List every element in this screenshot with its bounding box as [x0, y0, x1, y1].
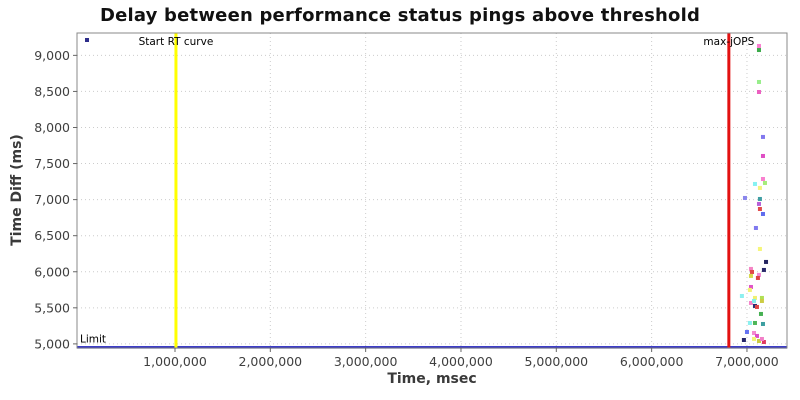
data-point [750, 269, 755, 274]
data-point [756, 272, 761, 277]
data-point [752, 181, 757, 186]
y-tick-label: 7,500 [34, 156, 70, 171]
data-point [757, 207, 762, 212]
x-tick-label: 5,000,000 [524, 354, 588, 369]
data-point [760, 134, 765, 139]
data-point [758, 311, 763, 316]
data-point [756, 48, 761, 53]
data-point [752, 298, 757, 303]
data-point [762, 180, 767, 185]
data-point [748, 300, 753, 305]
plot-border [76, 32, 788, 349]
y-tick-label: 5,500 [34, 300, 70, 315]
x-axis-ticks: 1,000,000 2,000,000 3,000,000 4,000,000 5,00… [143, 348, 779, 369]
data-point [760, 176, 765, 181]
annotation-label: max-jOPS [703, 36, 754, 48]
data-point [748, 284, 753, 289]
y-tick-label: 6,500 [34, 228, 70, 243]
y-tick-label: 9,000 [34, 48, 70, 63]
gridlines [77, 33, 787, 348]
data-point [752, 320, 757, 325]
x-tick-label: 6,000,000 [620, 354, 684, 369]
y-tick-label: 5,000 [34, 336, 70, 351]
data-point [754, 304, 759, 309]
data-point [755, 275, 760, 280]
data-point [744, 329, 749, 334]
data-point [759, 336, 764, 341]
data-point [759, 295, 764, 300]
x-axis-title: Time, msec [387, 371, 477, 387]
data-point [752, 336, 757, 341]
annotation-label: Limit [80, 333, 106, 345]
y-tick-label: 6,000 [34, 264, 70, 279]
data-point [742, 195, 747, 200]
x-tick-label: 3,000,000 [334, 354, 398, 369]
data-point [756, 43, 761, 48]
data-point [752, 295, 757, 300]
data-point [760, 211, 765, 216]
data-point [757, 185, 762, 190]
data-point [759, 298, 764, 303]
data-point [747, 320, 752, 325]
data-point [760, 153, 765, 158]
annotation-lines [77, 33, 787, 349]
annotation-labels: Start RT curve max-jOPS Limit [80, 36, 755, 345]
data-point [760, 321, 765, 326]
y-tick-label: 8,000 [34, 120, 70, 135]
y-tick-label: 8,500 [34, 84, 70, 99]
y-axis-ticks: 5,000 5,500 6,000 6,500 7,000 7,500 8,000 8,500… [34, 48, 77, 351]
data-point [761, 340, 766, 345]
y-tick-label: 7,000 [34, 192, 70, 207]
data-point [756, 79, 761, 84]
data-point [757, 196, 762, 201]
data-point [757, 246, 762, 251]
data-point [739, 293, 744, 298]
data-point [764, 259, 769, 264]
data-point [85, 37, 90, 42]
data-point [741, 337, 746, 342]
x-tick-label: 1,000,000 [143, 354, 207, 369]
x-tick-label: 7,000,000 [715, 354, 779, 369]
data-point [756, 90, 761, 95]
data-point [747, 287, 752, 292]
chart-title: Delay between performance status pings a… [99, 5, 701, 26]
data-point [752, 330, 757, 335]
data-point [748, 273, 753, 278]
x-tick-label: 2,000,000 [239, 354, 303, 369]
data-point [754, 333, 759, 338]
data-point [753, 225, 758, 230]
x-tick-label: 4,000,000 [429, 354, 493, 369]
data-point [752, 303, 757, 308]
data-point [761, 267, 766, 272]
data-point [756, 339, 761, 344]
data-point [748, 266, 753, 271]
data-point [756, 201, 761, 206]
data-points [85, 37, 769, 345]
annotation-label: Start RT curve [139, 36, 214, 48]
